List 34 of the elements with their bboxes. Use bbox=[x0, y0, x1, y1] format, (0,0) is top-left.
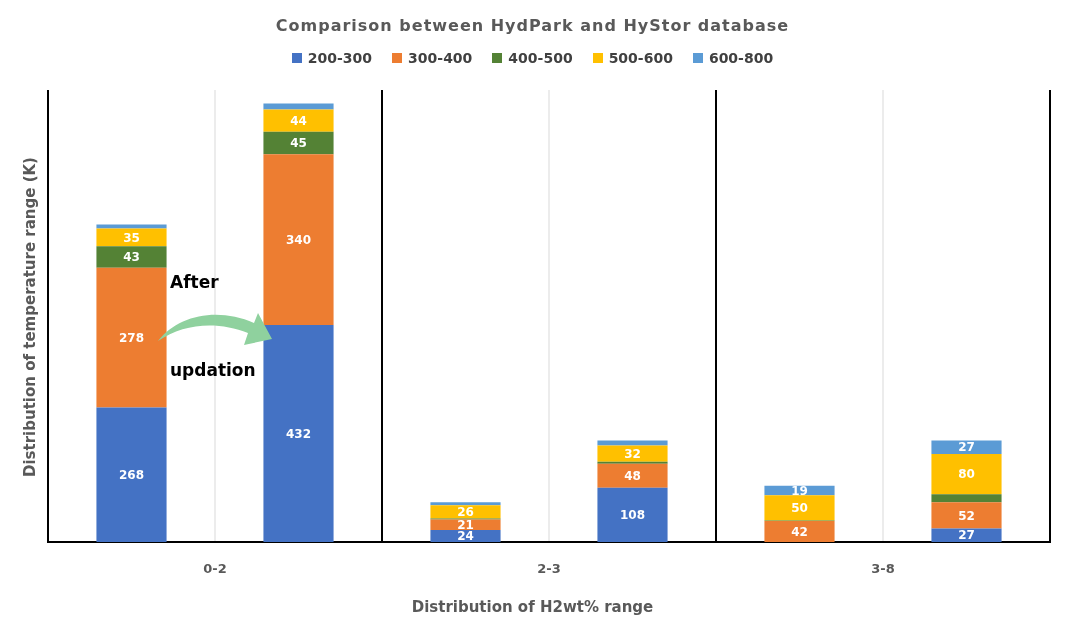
data-label: 21 bbox=[457, 517, 474, 532]
data-label: 27 bbox=[958, 528, 975, 543]
data-label: 48 bbox=[624, 468, 641, 483]
data-label: 42 bbox=[791, 524, 808, 539]
data-label: 80 bbox=[958, 467, 975, 482]
x-axis-title: Distribution of H2wt% range bbox=[410, 598, 655, 616]
data-label: 43 bbox=[123, 250, 140, 265]
annotation: updation bbox=[170, 360, 256, 380]
data-label: 32 bbox=[624, 446, 641, 461]
data-label: 108 bbox=[619, 508, 646, 523]
data-label: 268 bbox=[118, 467, 145, 482]
data-label: 278 bbox=[118, 330, 145, 345]
annotation: After bbox=[170, 272, 219, 292]
legend-label: 500-600 bbox=[607, 50, 673, 66]
x-tick-label: 2-3 bbox=[537, 561, 561, 577]
x-tick-label: 3-8 bbox=[871, 561, 895, 577]
data-label: 19 bbox=[791, 483, 808, 498]
data-label: 52 bbox=[958, 508, 975, 523]
data-label: 24 bbox=[457, 529, 474, 544]
chart-title: Comparison between HydPark and HyStor database bbox=[274, 16, 791, 35]
legend-label: 200-300 bbox=[306, 50, 373, 66]
x-tick-label: 0-2 bbox=[203, 561, 227, 577]
legend-label: 600-800 bbox=[707, 50, 774, 66]
data-label: 27 bbox=[958, 440, 975, 455]
legend-label: 300-400 bbox=[407, 50, 473, 66]
data-label: 45 bbox=[290, 136, 307, 151]
data-label: 26 bbox=[457, 504, 474, 519]
legend-label: 400-500 bbox=[507, 50, 573, 66]
data-label: 432 bbox=[285, 426, 312, 441]
data-label: 50 bbox=[791, 500, 808, 515]
y-axis-title: Distribution of temperature range (K) bbox=[21, 156, 39, 479]
data-label: 44 bbox=[290, 113, 307, 128]
data-label: 35 bbox=[123, 230, 140, 245]
data-label: 340 bbox=[285, 232, 312, 247]
